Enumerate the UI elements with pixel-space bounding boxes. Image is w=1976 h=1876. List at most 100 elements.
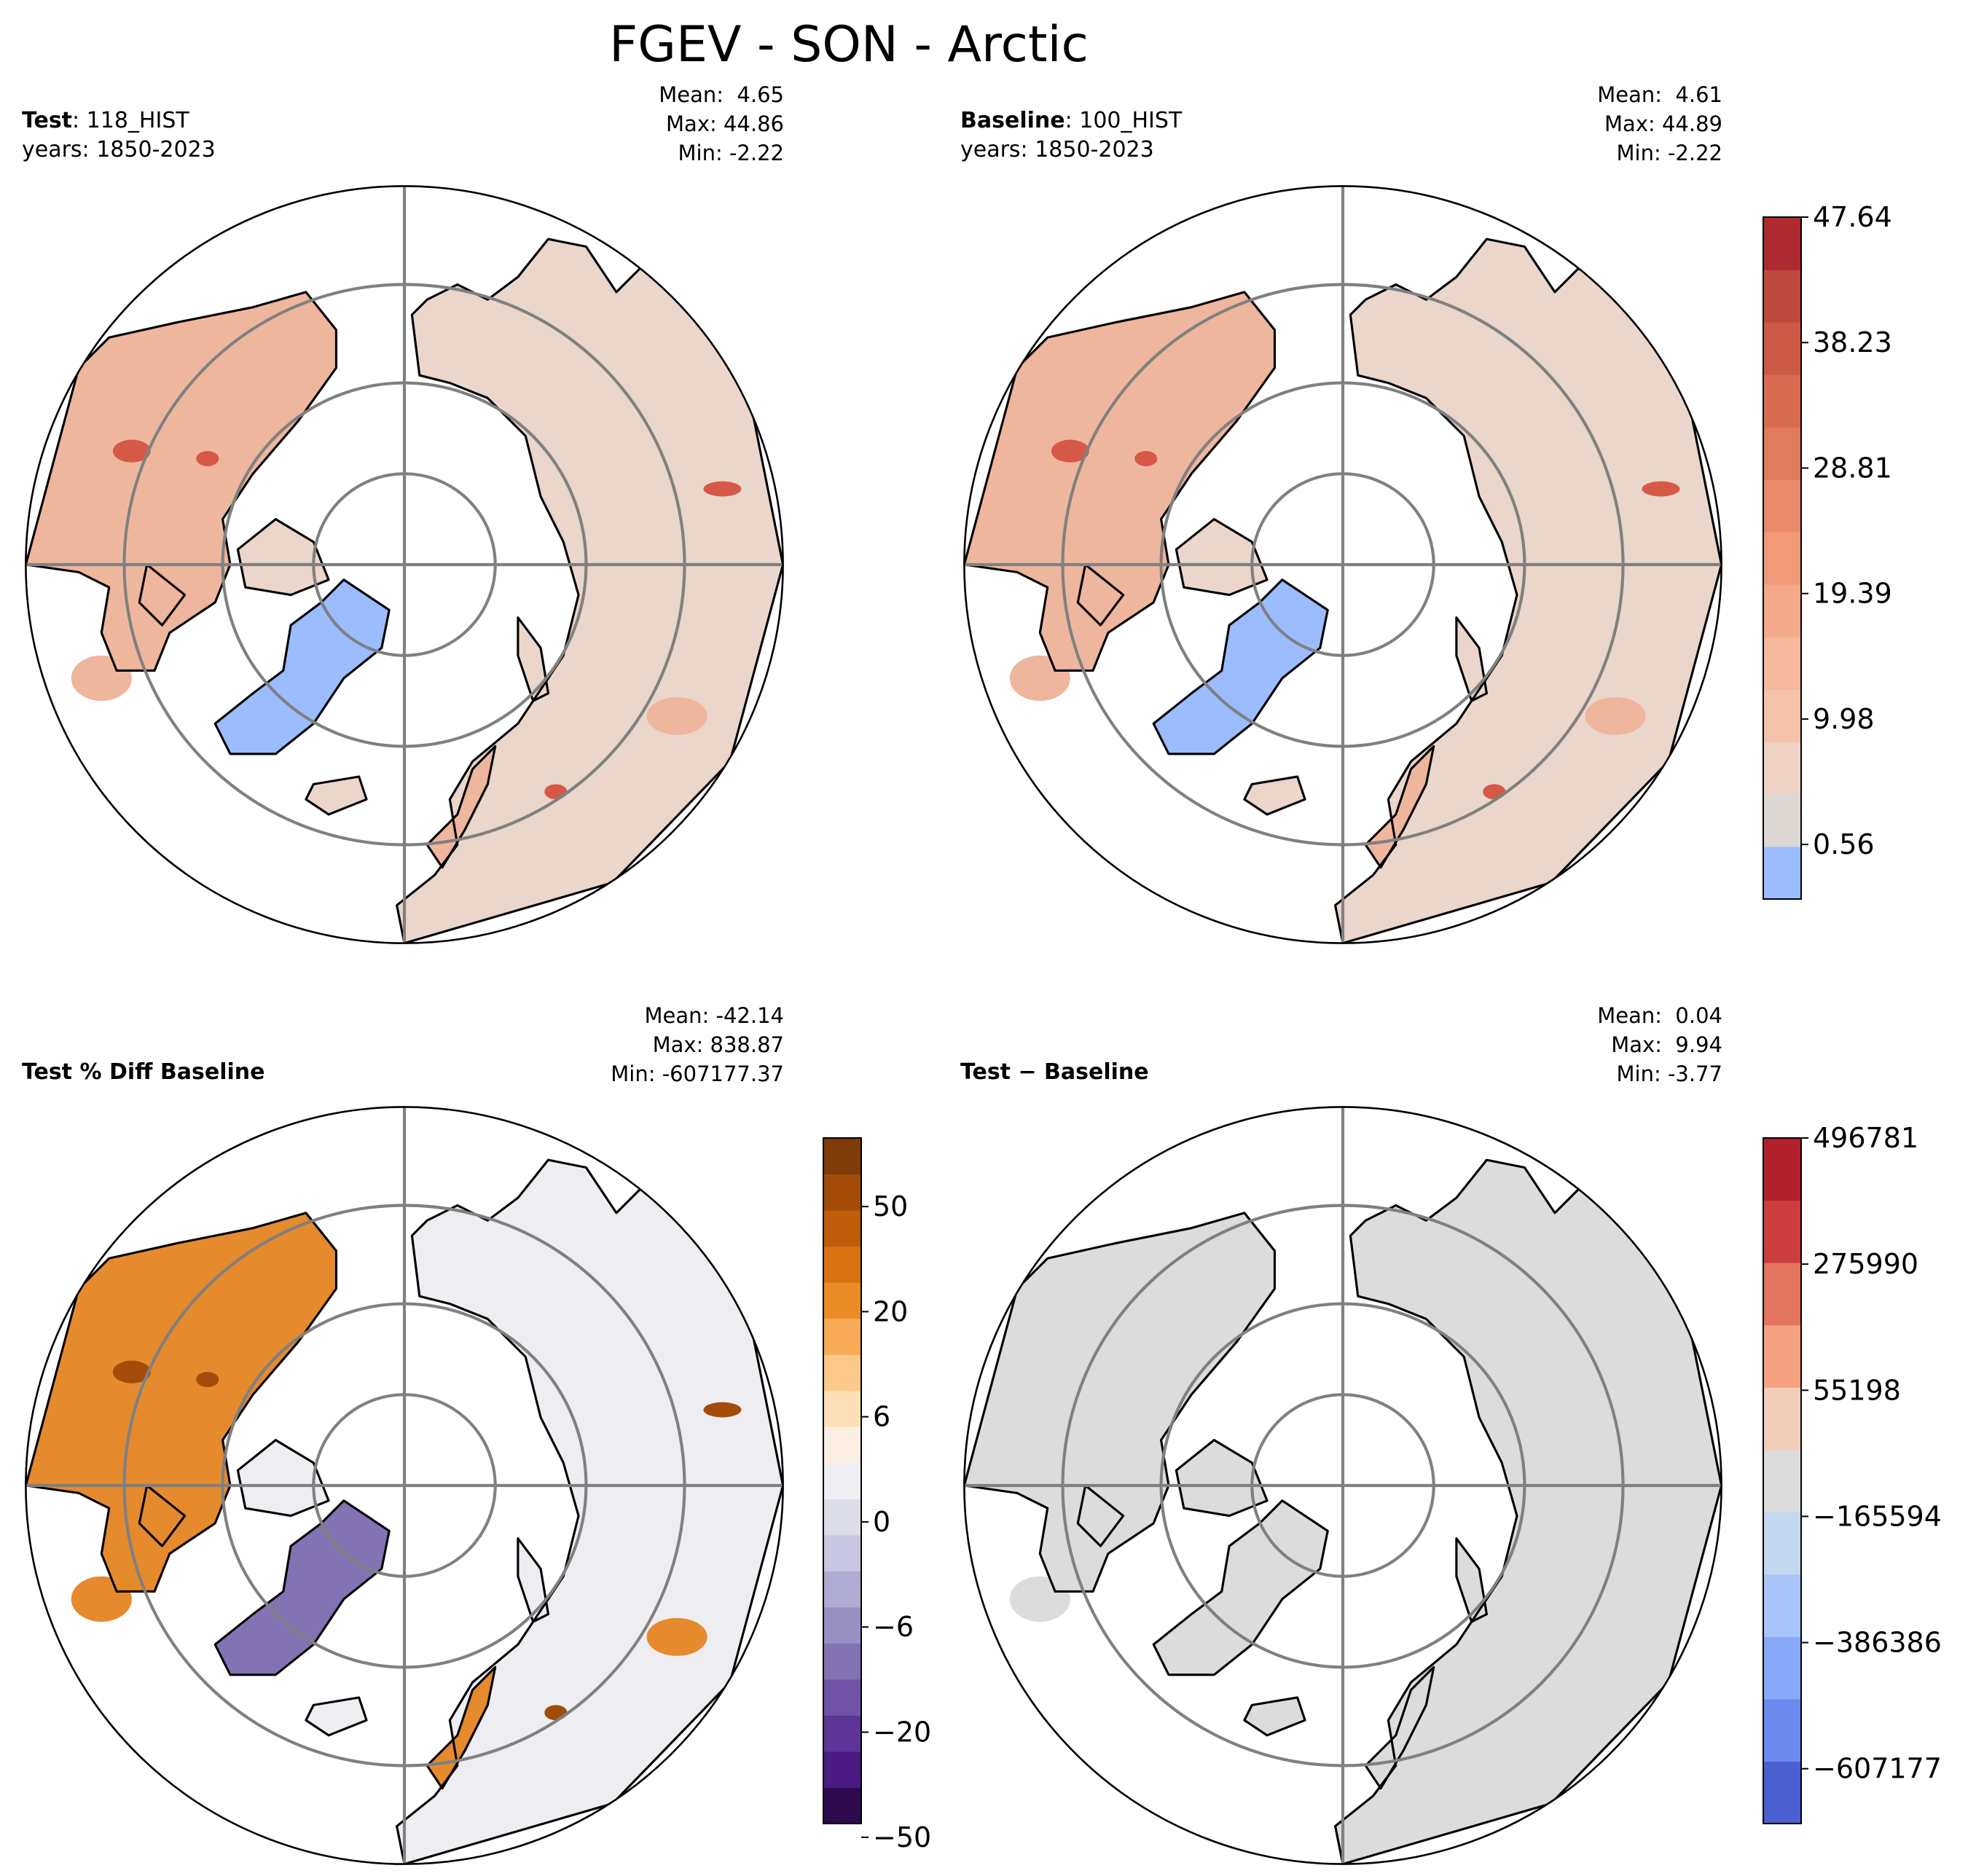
pctdiff-label: Test % Diff Baseline [22, 1059, 265, 1085]
colorbar-segment [1763, 532, 1801, 585]
pctdiff-panel-title: Test % Diff Baseline [22, 1058, 265, 1087]
colorbar-segment [1763, 1324, 1801, 1388]
coastline-hudson [138, 563, 187, 627]
baseline-years: years: 1850-2023 [960, 137, 1154, 162]
hotspot-siberia-2 [1134, 1372, 1158, 1387]
coastlines [26, 1158, 783, 1864]
colorbar-segment [1763, 217, 1801, 270]
colorbar-tick-label: 496781 [1813, 1122, 1918, 1154]
scandinavia-landmass [427, 1667, 495, 1789]
warm-patch-east [1585, 1617, 1646, 1656]
colorbar-frame [1763, 1137, 1802, 1824]
novaya-zemlya [1456, 617, 1487, 702]
coastline-novaya [1455, 1537, 1489, 1623]
pctdiff-min: Min: -607177.37 [611, 1061, 784, 1086]
colorbar-segment [1763, 270, 1801, 323]
test-mean: Mean: 4.65 [659, 82, 784, 107]
eurasia-landmass [1335, 1160, 1722, 1864]
colorbar-segment [823, 1462, 861, 1499]
colorbar-tick-label: −50 [873, 1821, 931, 1853]
colorbar-segment [1763, 1200, 1801, 1263]
colorbar-tick-label: 0.56 [1813, 828, 1875, 860]
colorbar-segment [823, 1210, 861, 1247]
coastline-scandinavia [426, 1665, 497, 1790]
colorbar-segment [1763, 1636, 1801, 1700]
colorbar-frame [823, 1137, 862, 1824]
land-layer [964, 239, 1722, 943]
colorbar-tick-label: −165594 [1813, 1500, 1942, 1532]
coastlines [964, 238, 1722, 943]
test-label: Test [22, 108, 73, 133]
test-case-name: : 118_HIST [72, 108, 189, 133]
baseline-label: Baseline [960, 108, 1065, 133]
graticule [964, 186, 1722, 943]
colorbar-segment [1763, 1698, 1801, 1762]
coastline-hudson [1076, 563, 1125, 627]
coastline-iceland [1243, 775, 1306, 816]
colorbar-tick-label: −386386 [1813, 1627, 1942, 1659]
coastline-america [964, 291, 1277, 672]
coastlines [26, 238, 783, 943]
coastline-archipelago [1175, 518, 1269, 597]
north-america-landmass [26, 1212, 337, 1592]
baseline-mean: Mean: 4.61 [1597, 82, 1722, 107]
colorbar-segment [1763, 1449, 1801, 1512]
warm-patch-west [71, 655, 132, 702]
greenland-landmass [215, 1500, 390, 1675]
graticule [26, 1107, 783, 1864]
north-america-landmass [964, 291, 1275, 671]
hotspot-siberia [1051, 439, 1089, 463]
land-layer [26, 1160, 783, 1864]
colorbar-tick-label: 0 [873, 1506, 890, 1538]
hotspot-siberia [112, 439, 151, 463]
pctdiff-mean: Mean: -42.14 [644, 1003, 785, 1028]
colorbar-segment [823, 1282, 861, 1319]
colorbar-tick-label: 50 [873, 1190, 908, 1222]
map-boundary [25, 185, 784, 944]
north-america-landmass [964, 1212, 1275, 1592]
colorbar-segment [1763, 374, 1801, 428]
colorbar-segment [823, 1751, 861, 1789]
colorbar-tick-label: 28.81 [1813, 452, 1892, 484]
pctdiff-colorbar: 50 20 6 0 −6 −20 −50 [823, 1137, 931, 1853]
warm-patch-west [71, 1576, 132, 1622]
colorbar-segment [1763, 322, 1801, 375]
north-america-landmass [26, 291, 337, 671]
greenland-landmass [1153, 579, 1328, 754]
test-polar-map [25, 185, 784, 944]
colorbar-segment [1763, 1574, 1801, 1637]
coastline-archipelago [236, 1439, 330, 1518]
colorbar-segment [1763, 637, 1801, 690]
diff-min: Min: -3.77 [1616, 1061, 1722, 1086]
novaya-zemlya [1456, 1538, 1487, 1622]
colorbar-segment [823, 1571, 861, 1608]
test-panel-title: Test: 118_HIST years: 1850-2023 [22, 106, 216, 165]
diff-polar-map [963, 1106, 1722, 1865]
graticule [964, 1107, 1722, 1864]
graticule [26, 186, 783, 943]
warm-patch-east [646, 1617, 707, 1656]
diff-label: Test − Baseline [960, 1059, 1149, 1085]
colorbar-tick-label: −607177 [1813, 1753, 1942, 1785]
colorbar-segment [1763, 427, 1801, 480]
colorbar-tick-label: 9.98 [1813, 703, 1875, 735]
coastline-archipelago [236, 518, 330, 597]
warm-patch-west [1009, 655, 1070, 702]
pctdiff-stats: Mean: -42.14 Max: 838.87 Min: -607177.37 [611, 1001, 784, 1088]
coastline-greenland [213, 1499, 391, 1676]
hotspot-siberia-2 [1134, 451, 1158, 466]
colorbar-segment [1763, 742, 1801, 795]
colorbar-segment [823, 1606, 861, 1644]
diff-max: Max: 9.94 [1611, 1032, 1722, 1057]
coastline-scandinavia [1364, 1665, 1435, 1790]
hotspot-siberia-2 [196, 451, 219, 466]
hotspot-siberia [1051, 1360, 1089, 1384]
eurasia-landmass [1335, 239, 1722, 943]
colorbar-tick-label: 6 [873, 1401, 890, 1433]
coastline-hudson [1076, 1484, 1125, 1547]
colorbar-segment [823, 1426, 861, 1464]
baseline-case-name: : 100_HIST [1065, 108, 1183, 133]
colorbar-segment [823, 1174, 861, 1211]
colorbar-segment [823, 1679, 861, 1716]
coastline-scandinavia [426, 745, 497, 869]
